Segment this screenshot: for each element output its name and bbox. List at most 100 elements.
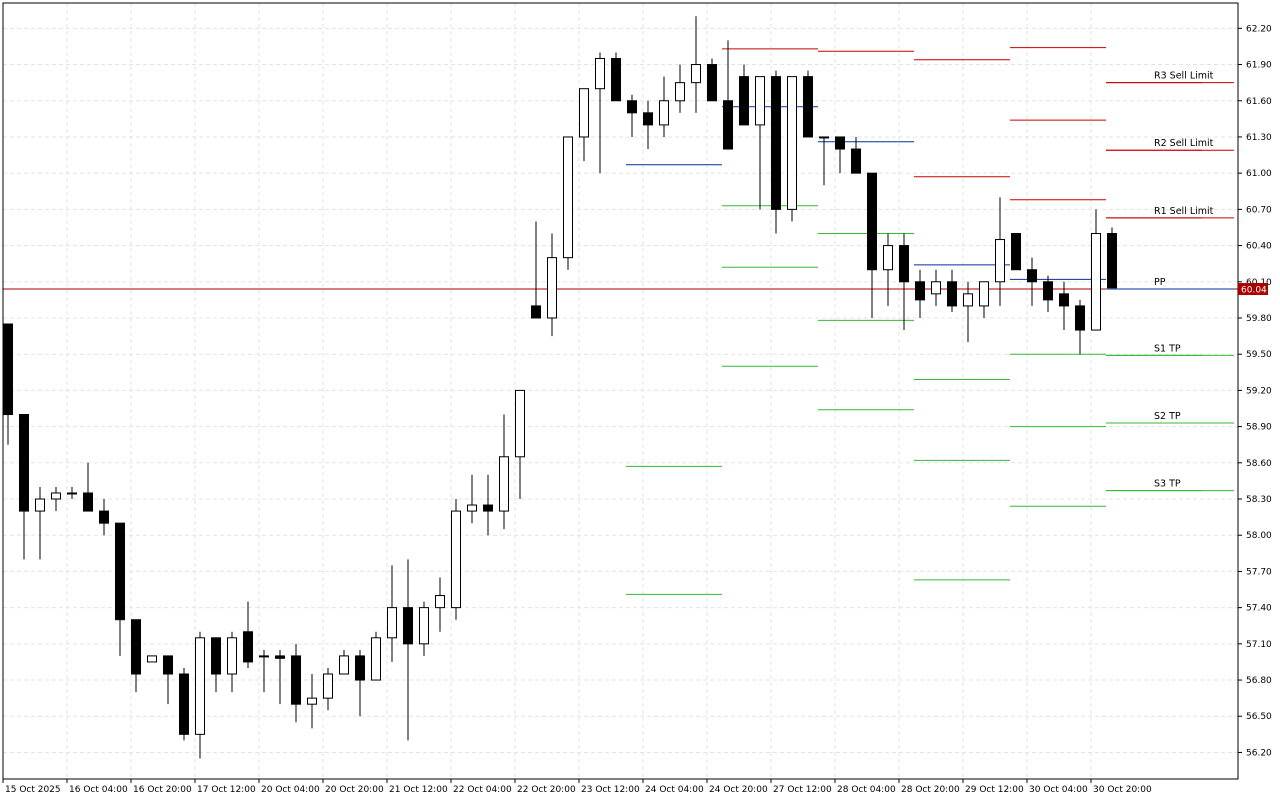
- x-tick-label: 24 Oct 04:00: [645, 785, 704, 795]
- candle-body-down: [803, 76, 813, 138]
- x-tick-label: 16 Oct 20:00: [133, 785, 192, 795]
- candle: [499, 414, 509, 530]
- candle: [915, 269, 925, 318]
- candle: [931, 269, 941, 306]
- x-tick-label: 15 Oct 2025: [5, 785, 61, 795]
- candle-body-down: [163, 655, 173, 675]
- candle-body-down: [1075, 305, 1085, 331]
- y-tick-label: 58.90: [1246, 423, 1272, 433]
- level-label-text: S2 TP: [1154, 411, 1181, 422]
- candle-body-down: [115, 522, 125, 621]
- candle: [819, 136, 829, 186]
- candle: [467, 474, 477, 524]
- candle-body-up: [339, 655, 349, 675]
- candle-body-down: [99, 510, 109, 524]
- candle-body-up: [547, 257, 557, 319]
- candle: [675, 64, 685, 113]
- y-tick-label: 61.60: [1246, 97, 1272, 107]
- candle-body-up: [819, 136, 829, 139]
- candle-body-up: [259, 655, 269, 658]
- candle-body-up: [995, 239, 1005, 283]
- candle-body-down: [723, 100, 733, 150]
- candle-body-up: [419, 607, 429, 645]
- y-tick-label: 57.10: [1246, 640, 1272, 650]
- y-tick-label: 60.10: [1246, 278, 1272, 288]
- candle-body-down: [211, 637, 221, 675]
- candle: [51, 486, 61, 512]
- candle: [627, 94, 637, 137]
- y-tick-label: 62.20: [1246, 24, 1272, 34]
- candle: [787, 76, 797, 222]
- candle: [67, 486, 77, 500]
- candle-body-up: [307, 697, 317, 705]
- candle-body-up: [595, 58, 605, 90]
- y-tick-label: 59.80: [1246, 314, 1272, 324]
- level-label-text: R3 Sell Limit: [1154, 71, 1214, 82]
- candle-body-down: [771, 76, 781, 210]
- candle-body-down: [483, 504, 493, 512]
- candle: [563, 136, 573, 270]
- candle: [579, 88, 589, 162]
- candle: [979, 281, 989, 318]
- candle-body-up: [787, 76, 797, 210]
- y-tick-label: 56.20: [1246, 748, 1272, 758]
- candle: [995, 197, 1005, 306]
- candle-body-down: [915, 281, 925, 301]
- candle: [515, 389, 525, 500]
- candle-body-up: [691, 64, 701, 84]
- candle-body-down: [243, 631, 253, 663]
- candle: [99, 499, 109, 536]
- candle: [883, 233, 893, 306]
- x-tick-label: 21 Oct 12:00: [389, 785, 448, 795]
- candle-body-down: [3, 323, 13, 416]
- x-tick-label: 17 Oct 12:00: [197, 785, 256, 795]
- y-tick-label: 59.20: [1246, 386, 1272, 396]
- candle: [1075, 299, 1085, 355]
- candle: [867, 172, 877, 318]
- candle: [195, 631, 205, 759]
- level-label-text: PP: [1154, 277, 1166, 288]
- x-tick-label: 20 Oct 20:00: [325, 785, 384, 795]
- candle: [339, 649, 349, 675]
- current-price-tag: 60.04: [1238, 283, 1268, 296]
- pivot-levels: [3, 47, 1238, 595]
- x-tick-label: 22 Oct 04:00: [453, 785, 512, 795]
- y-tick-label: 60.70: [1246, 205, 1272, 215]
- candle-body-up: [963, 293, 973, 307]
- candle-body-up: [195, 637, 205, 735]
- y-tick-label: 61.90: [1246, 61, 1272, 71]
- candle-body-up: [147, 655, 157, 663]
- candle-body-up: [659, 100, 669, 126]
- candle-body-down: [1043, 281, 1053, 301]
- candle-body-down: [835, 136, 845, 150]
- x-tick-label: 29 Oct 12:00: [965, 785, 1024, 795]
- candle: [83, 462, 93, 512]
- candle-body-up: [755, 76, 765, 126]
- x-tick-label: 28 Oct 04:00: [837, 785, 896, 795]
- candle: [739, 64, 749, 126]
- candle-body-down: [179, 673, 189, 735]
- level-label-text: S1 TP: [1154, 343, 1181, 354]
- candle: [835, 136, 845, 174]
- candle: [1043, 275, 1053, 312]
- candle-body-down: [1027, 269, 1037, 283]
- plot-frame: [2, 2, 1239, 780]
- candle: [163, 655, 173, 705]
- level-label-text: S3 TP: [1154, 479, 1181, 490]
- y-tick-label: 56.80: [1246, 676, 1272, 686]
- candle-body-down: [83, 492, 93, 512]
- candle: [611, 52, 621, 102]
- candle: [451, 499, 461, 620]
- y-tick-label: 61.00: [1246, 169, 1272, 179]
- candle: [115, 522, 125, 656]
- candle-body-up: [1091, 233, 1101, 331]
- candle: [307, 674, 317, 729]
- candle: [963, 281, 973, 343]
- candle: [355, 649, 365, 717]
- candle: [643, 100, 653, 150]
- candle: [243, 601, 253, 668]
- candle-body-down: [899, 245, 909, 283]
- candle-body-up: [515, 389, 525, 458]
- candle: [947, 269, 957, 312]
